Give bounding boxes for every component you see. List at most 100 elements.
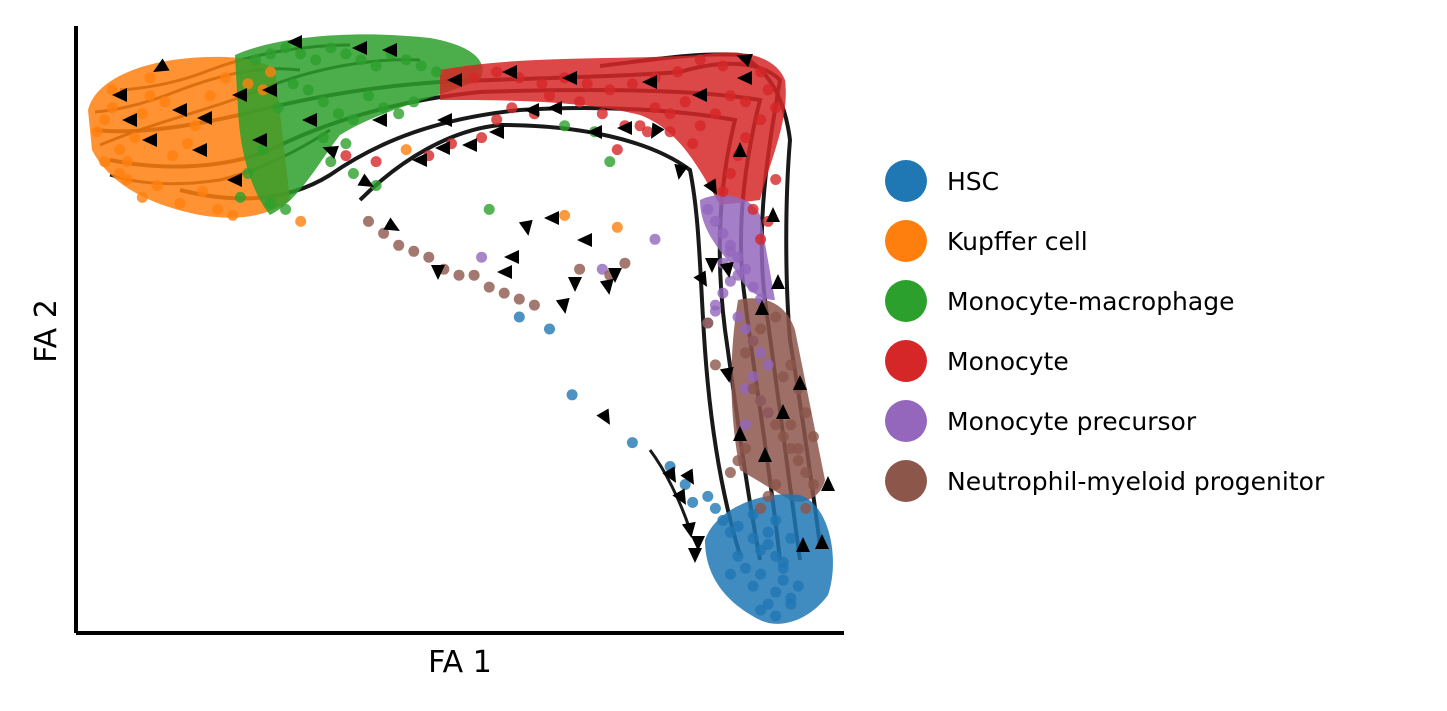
point-monocyte xyxy=(755,233,767,245)
point-kupffer-cell xyxy=(136,191,148,203)
point-monocyte xyxy=(370,156,382,168)
velocity-arrowhead xyxy=(703,178,717,195)
point-monocyte-precursor xyxy=(724,245,736,257)
velocity-arrowhead xyxy=(755,300,769,315)
point-kupffer-cell xyxy=(151,180,163,191)
point-hsc xyxy=(709,502,721,514)
point-monocyte xyxy=(664,108,676,120)
velocity-arrowhead xyxy=(608,268,622,283)
point-neutrophil-myeloid-progenitor xyxy=(423,251,435,263)
point-kupffer-cell xyxy=(227,209,239,221)
velocity-arrowhead xyxy=(674,163,689,180)
point-hsc xyxy=(747,580,759,592)
velocity-arrowhead xyxy=(302,113,317,127)
point-hsc xyxy=(762,538,774,550)
point-monocyte-precursor xyxy=(476,251,488,263)
point-monocyte-macrophage xyxy=(272,102,284,114)
point-kupffer-cell xyxy=(129,132,141,144)
point-neutrophil-myeloid-progenitor xyxy=(702,317,714,329)
velocity-arrowheads xyxy=(112,35,835,563)
legend-label-neutrophil-myeloid-progenitor: Neutrophil-myeloid progenitor xyxy=(947,467,1325,496)
point-neutrophil-myeloid-progenitor xyxy=(770,479,782,490)
velocity-arrowhead xyxy=(821,476,835,491)
point-monocyte-precursor xyxy=(649,233,661,245)
legend-label-kupffer-cell: Kupffer cell xyxy=(947,227,1088,256)
velocity-arrowhead xyxy=(737,71,752,85)
point-hsc xyxy=(566,389,578,401)
point-monocyte-macrophage xyxy=(317,96,329,108)
point-monocyte xyxy=(626,78,638,90)
point-monocyte-macrophage xyxy=(393,108,405,120)
point-monocyte-precursor xyxy=(762,359,774,371)
point-hsc xyxy=(770,610,782,622)
legend-label-hsc: HSC xyxy=(947,167,999,196)
velocity-arrowhead xyxy=(681,521,696,538)
velocity-arrowhead xyxy=(431,265,445,280)
point-hsc xyxy=(732,550,744,562)
point-hsc xyxy=(687,496,699,508)
velocity-arrowhead xyxy=(692,88,707,102)
point-hsc xyxy=(770,586,782,598)
legend-marker-hsc xyxy=(885,160,927,202)
point-monocyte-precursor xyxy=(747,281,759,293)
point-monocyte-macrophage xyxy=(265,197,276,209)
point-monocyte-precursor xyxy=(702,203,714,215)
velocity-arrowhead xyxy=(489,125,504,139)
velocity-arrowhead xyxy=(502,65,517,79)
velocity-arrowhead xyxy=(691,536,705,551)
point-hsc xyxy=(770,514,782,526)
point-monocyte-precursor xyxy=(747,371,759,383)
point-hsc xyxy=(732,520,744,532)
point-neutrophil-myeloid-progenitor xyxy=(393,239,405,251)
point-monocyte-macrophage xyxy=(257,144,269,156)
point-kupffer-cell xyxy=(182,138,194,150)
velocity-arrowhead xyxy=(568,277,582,292)
velocity-arrowhead xyxy=(252,133,267,147)
point-kupffer-cell xyxy=(106,84,118,96)
velocity-arrowhead xyxy=(192,143,207,157)
point-kupffer-cell xyxy=(219,72,231,84)
point-monocyte xyxy=(491,66,503,78)
point-monocyte xyxy=(724,168,736,179)
point-monocyte xyxy=(709,108,721,120)
point-monocyte-precursor xyxy=(709,305,721,317)
point-kupffer-cell xyxy=(400,144,412,156)
velocity-arrowhead xyxy=(577,233,592,247)
legend-label-monocyte-macrophage: Monocyte-macrophage xyxy=(947,287,1234,316)
point-hsc xyxy=(513,311,525,323)
point-neutrophil-myeloid-progenitor xyxy=(363,215,374,227)
point-hsc xyxy=(792,580,804,592)
point-monocyte-precursor xyxy=(596,263,608,275)
point-monocyte-macrophage xyxy=(370,180,382,191)
velocity-arrowhead xyxy=(599,278,614,295)
point-monocyte xyxy=(740,96,751,108)
point-monocyte xyxy=(491,114,503,126)
point-monocyte-macrophage xyxy=(310,54,322,66)
velocity-arrowhead xyxy=(544,211,559,225)
point-hsc xyxy=(747,532,759,544)
point-monocyte-macrophage xyxy=(295,48,307,60)
point-hsc xyxy=(762,526,774,538)
point-neutrophil-myeloid-progenitor xyxy=(709,359,721,371)
point-monocyte xyxy=(536,78,548,90)
point-hsc xyxy=(626,437,638,449)
point-kupffer-cell xyxy=(114,144,126,156)
point-neutrophil-myeloid-progenitor xyxy=(800,467,812,478)
point-hsc xyxy=(679,479,691,490)
point-kupffer-cell xyxy=(114,168,126,179)
point-monocyte-macrophage xyxy=(430,66,442,78)
point-monocyte xyxy=(581,78,593,90)
point-monocyte-macrophage xyxy=(325,156,337,168)
legend-label-monocyte-precursor: Monocyte precursor xyxy=(947,407,1197,436)
point-monocyte-macrophage xyxy=(287,78,299,90)
point-kupffer-cell xyxy=(189,120,201,132)
point-neutrophil-myeloid-progenitor xyxy=(755,395,767,407)
velocity-arrowhead xyxy=(372,113,387,127)
point-neutrophil-myeloid-progenitor xyxy=(619,257,631,269)
point-neutrophil-myeloid-progenitor xyxy=(777,431,789,443)
point-monocyte-macrophage xyxy=(370,60,382,72)
point-monocyte-macrophage xyxy=(325,42,337,54)
point-monocyte xyxy=(611,144,623,156)
point-monocyte-macrophage xyxy=(317,132,329,144)
velocity-arrowhead xyxy=(227,173,242,187)
